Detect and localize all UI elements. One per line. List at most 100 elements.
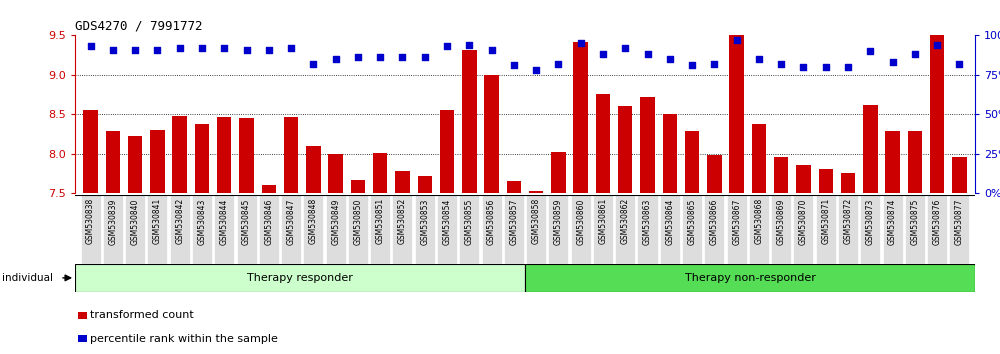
Text: GSM530873: GSM530873 — [866, 198, 875, 245]
Text: GSM530876: GSM530876 — [933, 198, 942, 245]
Point — [929, 42, 945, 48]
Text: GSM530843: GSM530843 — [197, 198, 206, 245]
FancyBboxPatch shape — [214, 195, 234, 264]
Bar — [284, 117, 298, 193]
Bar — [573, 42, 588, 193]
Bar — [596, 95, 610, 193]
FancyBboxPatch shape — [905, 195, 925, 264]
Point — [795, 64, 811, 70]
FancyBboxPatch shape — [548, 195, 568, 264]
Text: transformed count: transformed count — [90, 310, 194, 320]
Bar — [239, 118, 254, 193]
FancyBboxPatch shape — [170, 195, 190, 264]
Bar — [262, 185, 276, 193]
Text: GSM530852: GSM530852 — [398, 198, 407, 244]
FancyBboxPatch shape — [437, 195, 457, 264]
FancyBboxPatch shape — [192, 195, 212, 264]
FancyBboxPatch shape — [727, 195, 747, 264]
Point — [640, 51, 656, 57]
Bar — [128, 136, 142, 193]
Point — [239, 47, 255, 52]
Point — [862, 48, 878, 54]
FancyBboxPatch shape — [571, 195, 591, 264]
FancyBboxPatch shape — [793, 195, 813, 264]
Bar — [952, 158, 967, 193]
Point — [283, 45, 299, 51]
Point — [484, 47, 500, 52]
Text: GSM530857: GSM530857 — [509, 198, 518, 245]
Text: GSM530872: GSM530872 — [844, 198, 853, 244]
Point — [328, 56, 344, 62]
Point — [305, 61, 321, 67]
FancyBboxPatch shape — [415, 195, 435, 264]
Bar — [685, 131, 699, 193]
Point — [840, 64, 856, 70]
FancyBboxPatch shape — [75, 264, 525, 292]
Text: percentile rank within the sample: percentile rank within the sample — [90, 334, 278, 344]
Point — [550, 61, 566, 67]
FancyBboxPatch shape — [392, 195, 412, 264]
Text: GDS4270 / 7991772: GDS4270 / 7991772 — [75, 20, 202, 33]
Bar — [217, 116, 231, 193]
Text: GSM530858: GSM530858 — [532, 198, 541, 244]
Point — [885, 59, 901, 65]
Bar — [796, 165, 811, 193]
Point — [394, 55, 410, 60]
Text: GSM530868: GSM530868 — [754, 198, 763, 244]
FancyBboxPatch shape — [348, 195, 368, 264]
Text: GSM530855: GSM530855 — [465, 198, 474, 245]
Text: GSM530846: GSM530846 — [264, 198, 273, 245]
Point — [127, 47, 143, 52]
FancyBboxPatch shape — [749, 195, 769, 264]
Text: GSM530860: GSM530860 — [576, 198, 585, 245]
Bar — [106, 131, 120, 193]
Text: GSM530839: GSM530839 — [108, 198, 117, 245]
Bar — [863, 105, 878, 193]
Point — [105, 47, 121, 52]
Bar — [195, 124, 209, 193]
Text: GSM530851: GSM530851 — [376, 198, 385, 244]
Bar — [841, 173, 855, 193]
Bar — [306, 146, 321, 193]
Point — [149, 47, 165, 52]
Point — [216, 45, 232, 51]
Bar — [819, 169, 833, 193]
Point — [573, 40, 589, 46]
FancyBboxPatch shape — [125, 195, 145, 264]
Text: GSM530838: GSM530838 — [86, 198, 95, 244]
FancyBboxPatch shape — [237, 195, 257, 264]
FancyBboxPatch shape — [883, 195, 903, 264]
Point — [684, 63, 700, 68]
Bar — [663, 114, 677, 193]
FancyBboxPatch shape — [525, 264, 975, 292]
Point — [662, 56, 678, 62]
FancyBboxPatch shape — [682, 195, 702, 264]
Text: GSM530871: GSM530871 — [821, 198, 830, 244]
Bar — [78, 335, 87, 342]
Point — [907, 51, 923, 57]
Point — [818, 64, 834, 70]
Bar — [395, 171, 410, 193]
Bar — [729, 20, 744, 193]
Text: GSM530854: GSM530854 — [443, 198, 452, 245]
FancyBboxPatch shape — [526, 195, 546, 264]
FancyBboxPatch shape — [504, 195, 524, 264]
Bar — [640, 97, 655, 193]
Text: GSM530866: GSM530866 — [710, 198, 719, 245]
Bar — [351, 179, 365, 193]
Text: GSM530850: GSM530850 — [353, 198, 362, 245]
Text: GSM530845: GSM530845 — [242, 198, 251, 245]
Text: GSM530870: GSM530870 — [799, 198, 808, 245]
Text: GSM530877: GSM530877 — [955, 198, 964, 245]
Bar — [418, 176, 432, 193]
FancyBboxPatch shape — [303, 195, 323, 264]
Text: GSM530874: GSM530874 — [888, 198, 897, 245]
Text: GSM530859: GSM530859 — [554, 198, 563, 245]
FancyBboxPatch shape — [103, 195, 123, 264]
Bar — [752, 124, 766, 193]
Bar — [507, 181, 521, 193]
Point — [372, 55, 388, 60]
Bar — [172, 116, 187, 193]
FancyBboxPatch shape — [704, 195, 724, 264]
FancyBboxPatch shape — [660, 195, 680, 264]
